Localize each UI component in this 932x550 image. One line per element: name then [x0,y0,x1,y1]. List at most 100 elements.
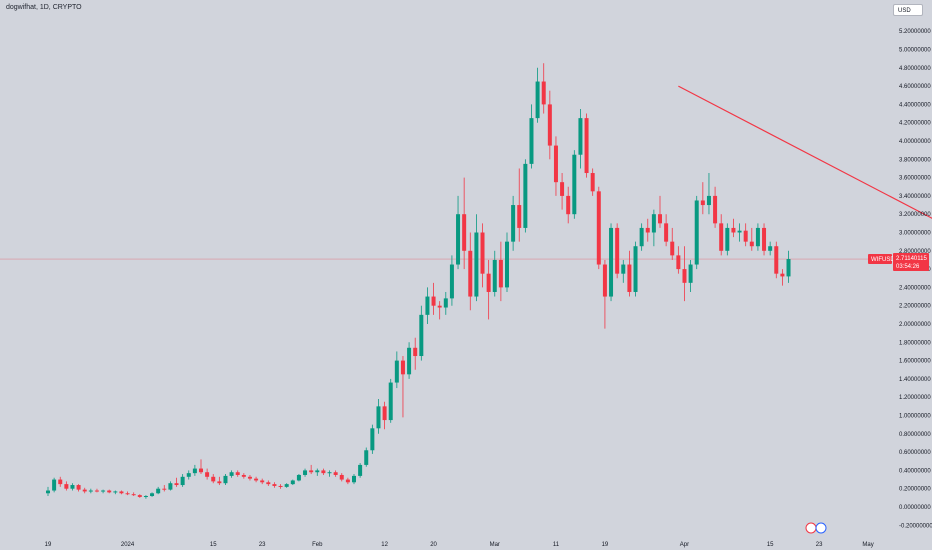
price-tick: 4.40000000 [899,102,931,108]
candle-up [284,484,289,487]
candle-down [309,470,314,473]
candle-down [676,255,681,270]
candle-down [345,479,350,483]
time-tick: 15 [210,542,217,548]
candle-down [254,478,259,481]
candle-down [94,490,99,492]
candle-down [205,472,210,477]
candle-down [266,482,271,485]
candle-up [578,118,583,155]
price-axis[interactable]: -0.20000000 0.00000000 0.20000000 0.4000000… [899,29,932,529]
candle-down [682,269,687,283]
candle-up [511,205,516,242]
candle-up [113,491,118,493]
price-tick: 1.80000000 [899,340,931,346]
candle-down [700,200,705,206]
candle-down [584,118,589,174]
candle-up [143,496,148,498]
price-tick: 4.00000000 [899,139,931,145]
candle-down [774,246,779,274]
price-tick: 0.80000000 [899,432,931,438]
time-tick: 11 [553,542,560,548]
candle-down [780,273,785,277]
candle-up [694,200,699,265]
candle-up [52,479,57,491]
price-tick: 2.00000000 [899,322,931,328]
candle-up [621,264,626,274]
candle-down [174,483,179,486]
candle-up [370,428,375,451]
candle-up [223,475,228,484]
time-tick: Feb [312,542,323,548]
candle-down [119,491,124,494]
candle-up [364,450,369,465]
time-axis[interactable]: 1920241523Feb1220Mar1119Apr1523May1321Ju… [45,542,932,548]
candle-up [505,241,509,288]
candle-up [737,230,742,233]
candle-down [125,493,130,495]
candle-up [394,360,399,383]
candle-up [180,476,185,486]
candle-up [101,490,106,492]
price-tick: 0.20000000 [899,487,931,493]
trendline[interactable] [678,85,932,296]
candle-up [303,470,308,475]
time-tick: 19 [602,542,609,548]
time-tick: 12 [381,542,388,548]
bar-countdown: 03:54:26 [896,264,920,270]
price-tick: 4.20000000 [899,121,931,127]
candle-down [627,264,632,292]
candle-up [150,493,155,497]
candle-down [590,173,595,192]
candle-down [199,468,203,473]
candle-up [786,259,791,277]
candle-down [437,305,442,308]
price-tick: 0.40000000 [899,468,931,474]
candle-down [517,205,522,228]
time-tick: 19 [45,542,52,548]
price-tick: 0.00000000 [899,505,931,511]
candle-up [535,81,540,119]
candle-down [719,223,724,251]
candle-up [376,406,381,429]
candle-up [725,227,730,251]
candle-down [82,489,87,492]
time-tick: 20 [430,542,437,548]
candle-up [168,483,173,490]
candle-up [296,474,301,481]
candle-up [229,472,234,476]
candle-down [743,230,748,242]
candle-down [498,259,503,288]
price-tick: 3.00000000 [899,231,931,237]
price-tick: 5.20000000 [899,29,931,35]
candle-down [547,104,552,146]
candle-down [413,347,418,357]
candle-down [235,472,240,475]
price-tick: 1.00000000 [899,414,931,420]
candle-down [468,250,473,297]
price-label: WIFUSD 2.71140115 03:54:26 [868,253,929,272]
candle-down [58,479,63,485]
candle-up [768,246,773,251]
candle-up [156,488,161,494]
price-tick: 1.60000000 [899,359,931,365]
candle-down [64,484,69,489]
time-tick: Apr [680,542,689,548]
time-tick: 2024 [121,542,135,548]
candle-down [272,484,277,486]
candle-down [131,494,136,496]
price-tick: 2.20000000 [899,304,931,310]
candle-down [241,474,246,477]
candle-down [162,488,167,490]
tradingview-icon[interactable] [805,522,827,534]
price-tick: -0.20000000 [899,523,932,529]
candle-down [566,195,571,215]
candle-up [327,472,332,474]
candle-down [137,495,142,497]
candle-up [456,214,461,265]
candle-down [731,227,736,233]
price-tick: 2.40000000 [899,285,931,291]
currency-button[interactable]: USD [893,4,923,16]
